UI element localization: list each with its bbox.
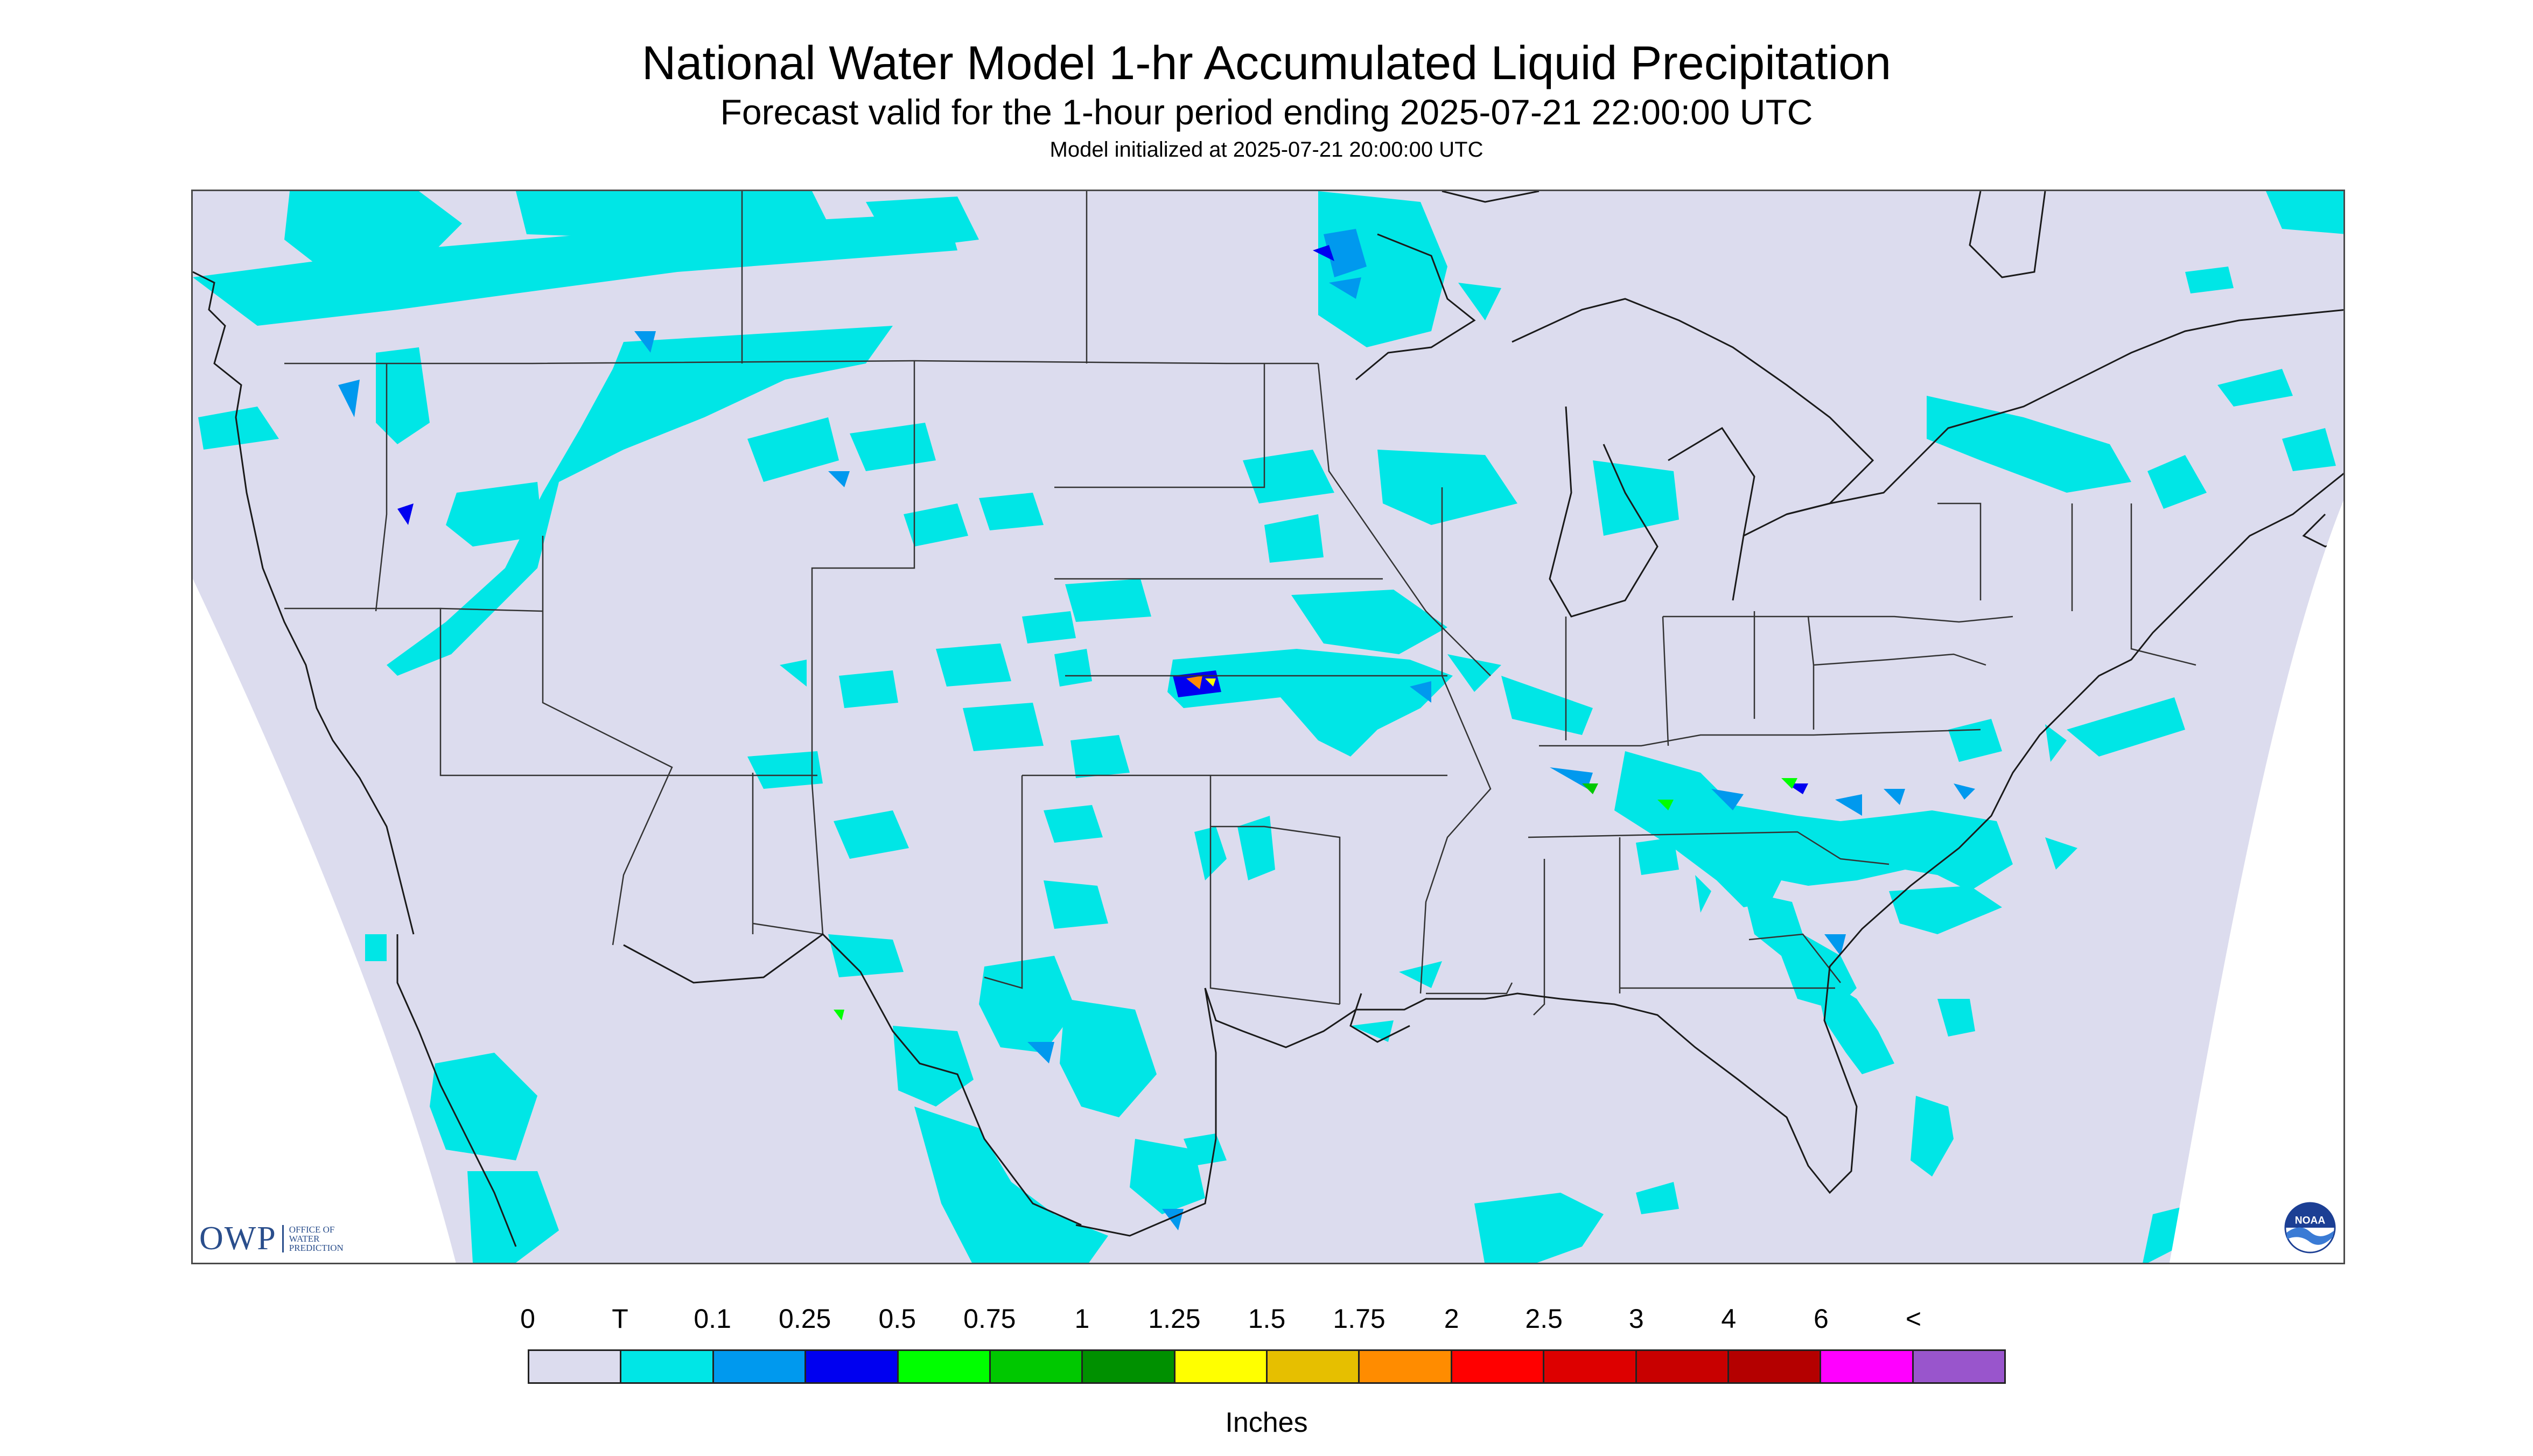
owp-logo-line: Water xyxy=(289,1233,320,1244)
legend-label: T xyxy=(612,1304,628,1334)
legend-swatch xyxy=(713,1351,807,1382)
legend-label: 0.25 xyxy=(779,1304,831,1334)
coastlines-and-borders xyxy=(193,191,2343,1247)
noaa-logo-icon: NOAA xyxy=(2284,1202,2336,1254)
legend-swatch xyxy=(1360,1351,1452,1382)
map-canvas xyxy=(193,191,2343,1263)
owp-logo-subtext: Office of Water Prediction xyxy=(282,1224,344,1253)
legend-swatch xyxy=(1175,1351,1268,1382)
owp-logo-line: Prediction xyxy=(289,1242,344,1253)
legend-swatch xyxy=(529,1351,622,1382)
legend-label: 0.1 xyxy=(694,1304,731,1334)
legend-label: 0 xyxy=(520,1304,535,1334)
legend-label: 1.75 xyxy=(1333,1304,1386,1334)
map-title: National Water Model 1-hr Accumulated Li… xyxy=(641,36,1892,89)
legend-label: 1.25 xyxy=(1148,1304,1201,1334)
legend-swatch xyxy=(1913,1351,2004,1382)
legend-label: 4 xyxy=(1721,1304,1737,1334)
legend-label: 0.75 xyxy=(963,1304,1016,1334)
legend-colorbar xyxy=(528,1349,2006,1384)
legend-swatch xyxy=(1544,1351,1637,1382)
owp-logo: OWP Office of Water Prediction xyxy=(199,1220,344,1257)
legend-labels: 0 T 0.1 0.25 0.5 0.75 1 1.25 1.5 1.75 2 2.5 3 4 6 < xyxy=(0,1303,2533,1335)
legend-label: 6 xyxy=(1813,1304,1829,1334)
legend-label: 2.5 xyxy=(1525,1304,1563,1334)
legend-swatch xyxy=(898,1351,991,1382)
legend-swatch xyxy=(990,1351,1083,1382)
state-boundaries xyxy=(284,191,2196,1016)
legend-swatch xyxy=(806,1351,899,1382)
legend-swatch xyxy=(1452,1351,1545,1382)
legend-label: < xyxy=(1905,1304,1922,1334)
owp-logo-letters: OWP xyxy=(199,1220,277,1257)
legend-swatch xyxy=(1729,1351,1822,1382)
legend-label: 2 xyxy=(1444,1304,1459,1334)
legend-label: 1 xyxy=(1074,1304,1090,1334)
noaa-logo-text: NOAA xyxy=(2295,1215,2326,1226)
precipitation-map xyxy=(191,190,2345,1264)
legend-swatch xyxy=(1636,1351,1729,1382)
legend-label: 0.5 xyxy=(878,1304,916,1334)
domain-outside-left xyxy=(193,579,456,1263)
model-init-line: Model initialized at 2025-07-21 20:00:00… xyxy=(1049,138,1484,162)
legend-label: 1.5 xyxy=(1248,1304,1286,1334)
precip-heavy-areas xyxy=(834,676,1797,1020)
domain-outside-right xyxy=(2170,500,2343,1263)
legend-swatch xyxy=(1268,1351,1360,1382)
legend-swatch xyxy=(1083,1351,1175,1382)
map-subtitle: Forecast valid for the 1-hour period end… xyxy=(720,92,1813,132)
legend-swatch xyxy=(621,1351,714,1382)
legend-units: Inches xyxy=(1225,1407,1308,1438)
legend-swatch xyxy=(1821,1351,1914,1382)
owp-logo-line: Office of xyxy=(289,1224,335,1235)
legend-label: 3 xyxy=(1628,1304,1644,1334)
